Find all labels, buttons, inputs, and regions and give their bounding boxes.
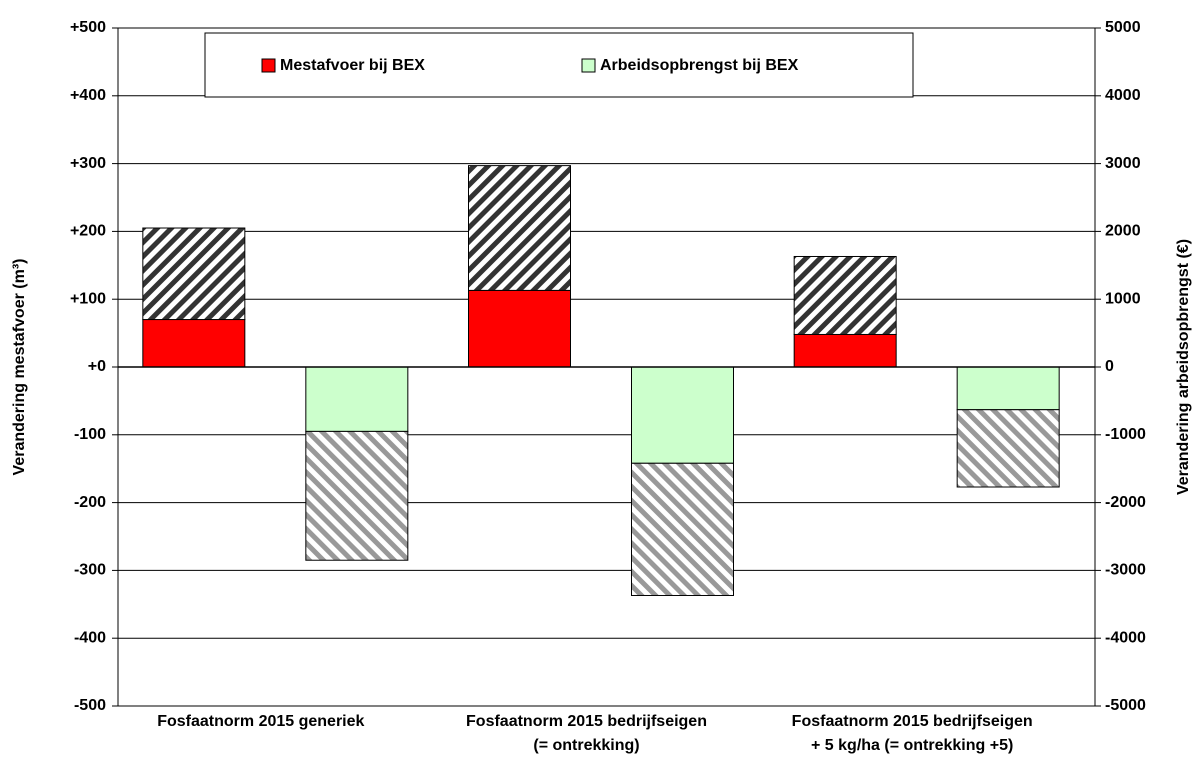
bar <box>793 255 897 335</box>
y-tick-label: +300 <box>70 155 106 172</box>
y2-axis-title: Verandering arbeidsopbrengst (€) <box>1175 239 1192 495</box>
y2-tick-label: 1000 <box>1105 290 1141 307</box>
y2-tick-label: 0 <box>1105 358 1114 375</box>
bar <box>793 333 897 368</box>
x-tick-label-line: Fosfaatnorm 2015 generiek <box>157 713 364 730</box>
bar <box>305 366 409 432</box>
bar <box>468 289 571 368</box>
legend-label: Mestafvoer bij BEX <box>280 57 425 74</box>
y2-tick-label: -1000 <box>1105 426 1146 443</box>
y2-tick-label: 2000 <box>1105 223 1141 240</box>
y-tick-label: +400 <box>70 87 106 104</box>
legend-swatch <box>261 58 276 73</box>
x-tick-label-line: Fosfaatnorm 2015 bedrijfseigen <box>792 713 1033 730</box>
x-tick-label-line: (= ontrekking) <box>533 737 639 754</box>
x-tick-label-line: + 5 kg/ha (= ontrekking +5) <box>811 737 1013 754</box>
bar <box>956 409 1060 488</box>
y-tick-label: +100 <box>70 290 106 307</box>
legend-swatch <box>581 58 596 73</box>
y-tick-label: -100 <box>74 426 106 443</box>
y2-tick-label: 3000 <box>1105 155 1141 172</box>
bar <box>305 430 409 561</box>
legend-label: Arbeidsopbrengst bij BEX <box>600 57 799 74</box>
bar <box>142 319 246 368</box>
y-tick-label: -300 <box>74 562 106 579</box>
y2-tick-label: -3000 <box>1105 562 1146 579</box>
x-tick-label: Fosfaatnorm 2015 generiek <box>157 713 364 730</box>
y2-tick-label: -2000 <box>1105 494 1146 511</box>
x-tick-label: Fosfaatnorm 2015 bedrijfseigen (= ontrekk… <box>466 713 707 754</box>
bar <box>631 462 734 596</box>
y-tick-label: +200 <box>70 223 106 240</box>
x-tick-label: Fosfaatnorm 2015 bedrijfseigen + 5 kg/ha … <box>792 713 1033 754</box>
legend-box <box>204 32 914 98</box>
bar <box>956 366 1060 411</box>
y-tick-label: -200 <box>74 494 106 511</box>
bar <box>468 165 571 291</box>
x-tick-label-line: Fosfaatnorm 2015 bedrijfseigen <box>466 713 707 730</box>
y2-tick-label: -4000 <box>1105 629 1146 646</box>
bar <box>631 366 734 464</box>
y-tick-label: +500 <box>70 19 106 36</box>
bar <box>142 227 246 321</box>
y-axis-title: Verandering mestafvoer (m³) <box>11 259 28 476</box>
y2-tick-label: 5000 <box>1105 19 1141 36</box>
y-tick-label: -500 <box>74 697 106 714</box>
y2-tick-label: 4000 <box>1105 87 1141 104</box>
y-tick-label: -400 <box>74 629 106 646</box>
y-tick-label: +0 <box>88 358 106 375</box>
y2-tick-label: -5000 <box>1105 697 1146 714</box>
